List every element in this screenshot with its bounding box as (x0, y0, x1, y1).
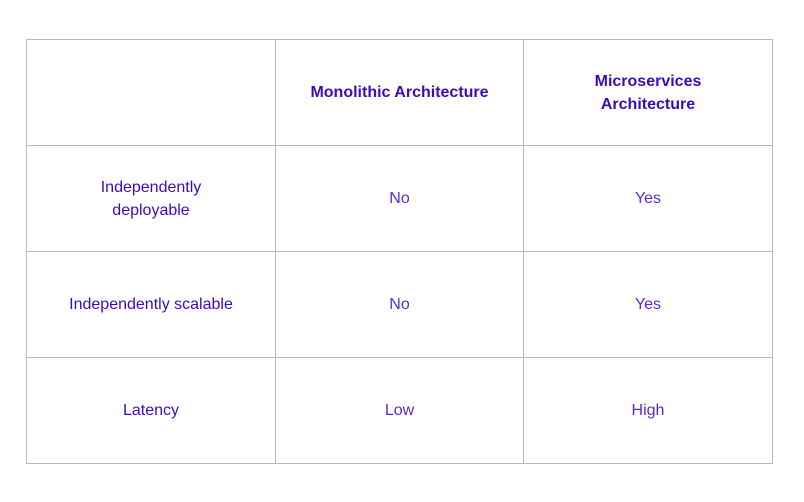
corner-cell (26, 39, 276, 146)
row-header-scalable: Independently scalable (26, 251, 276, 358)
column-header-microservices: Microservices Architecture (523, 39, 773, 146)
table-header-row: Monolithic Architecture Microservices Ar… (26, 39, 773, 146)
comparison-table-container: Monolithic Architecture Microservices Ar… (26, 39, 773, 464)
cell-latency-monolithic: Low (275, 357, 524, 464)
cell-latency-microservices: High (523, 357, 773, 464)
column-header-monolithic: Monolithic Architecture (275, 39, 524, 146)
table-row: Latency Low High (26, 357, 773, 464)
row-header-deployable-label: Independently deployable (100, 178, 202, 219)
cell-scalable-microservices: Yes (523, 251, 773, 358)
comparison-table: Monolithic Architecture Microservices Ar… (26, 39, 773, 464)
cell-deployable-microservices: Yes (523, 145, 773, 252)
table-row: Independently deployable No Yes (26, 145, 773, 252)
row-header-latency: Latency (26, 357, 276, 464)
cell-deployable-monolithic: No (275, 145, 524, 252)
table-row: Independently scalable No Yes (26, 251, 773, 358)
column-header-microservices-label: Microservices Architecture (594, 72, 702, 113)
cell-scalable-monolithic: No (275, 251, 524, 358)
row-header-deployable: Independently deployable (26, 145, 276, 252)
